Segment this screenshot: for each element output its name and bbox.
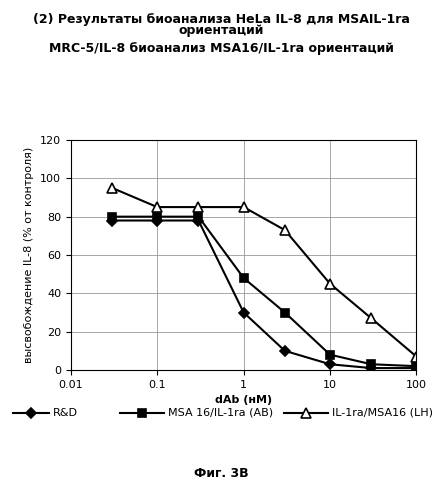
X-axis label: dAb (нМ): dAb (нМ) [215,396,272,406]
Line: MSA 16/IL-1ra (AB): MSA 16/IL-1ra (AB) [108,212,420,370]
Text: MRC-5/IL-8 биоанализ MSA16/IL-1ra ориентаций: MRC-5/IL-8 биоанализ MSA16/IL-1ra ориент… [49,42,394,55]
IL-1ra/MSA16 (LH) [155,204,160,210]
R&D [155,218,160,224]
IL-1ra/MSA16 (LH) [241,204,246,210]
Text: Фиг. 3В: Фиг. 3В [194,467,249,480]
Line: IL-1ra/MSA16 (LH): IL-1ra/MSA16 (LH) [107,183,421,362]
IL-1ra/MSA16 (LH) [327,281,333,287]
R&D [369,365,374,371]
Text: (2) Результаты биоанализа HeLa IL-8 для MSAIL-1ra: (2) Результаты биоанализа HeLa IL-8 для … [33,12,410,26]
R&D [282,348,288,354]
IL-1ra/MSA16 (LH) [282,227,288,233]
IL-1ra/MSA16 (LH) [196,204,201,210]
Text: IL-1ra/MSA16 (LH): IL-1ra/MSA16 (LH) [332,408,433,418]
MSA 16/IL-1ra (AB) [196,214,201,220]
R&D [327,361,333,367]
MSA 16/IL-1ra (AB) [369,361,374,367]
IL-1ra/MSA16 (LH) [414,354,419,360]
MSA 16/IL-1ra (AB) [241,275,246,281]
MSA 16/IL-1ra (AB) [109,214,115,220]
R&D [109,218,115,224]
R&D [241,310,246,316]
MSA 16/IL-1ra (AB) [327,352,333,358]
MSA 16/IL-1ra (AB) [414,363,419,369]
R&D [414,365,419,371]
Y-axis label: высвобождение IL-8 (% от контроля): высвобождение IL-8 (% от контроля) [24,147,35,363]
Line: R&D: R&D [109,217,420,372]
IL-1ra/MSA16 (LH) [369,316,374,322]
R&D [196,218,201,224]
Text: MSA 16/IL-1ra (AB): MSA 16/IL-1ra (AB) [168,408,273,418]
Text: R&D: R&D [53,408,78,418]
Text: ориентаций: ориентаций [179,24,264,37]
MSA 16/IL-1ra (AB) [155,214,160,220]
MSA 16/IL-1ra (AB) [282,310,288,316]
IL-1ra/MSA16 (LH) [109,185,115,191]
